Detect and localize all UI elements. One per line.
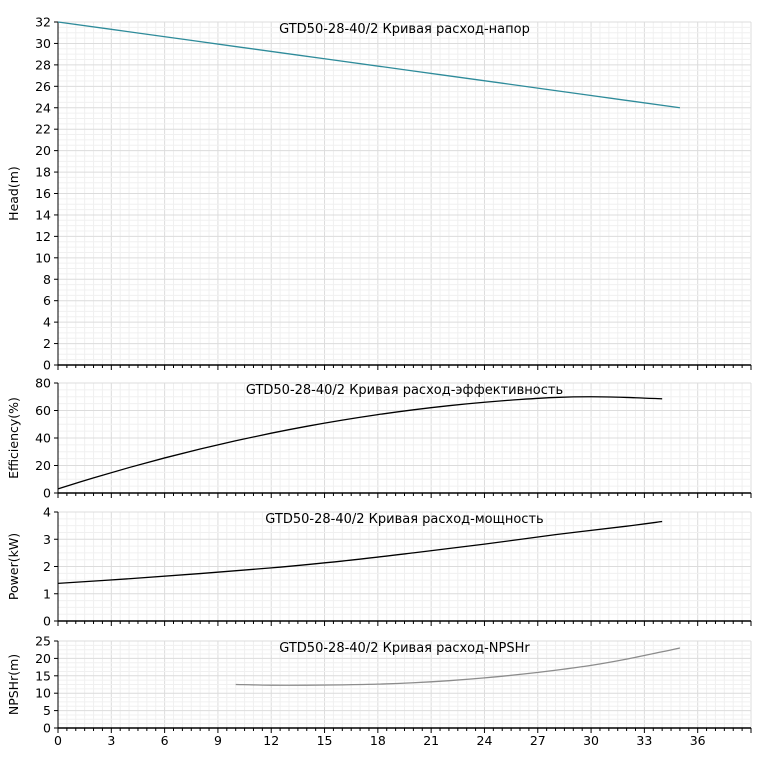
x-tick-label: 12 [263,733,279,748]
y-tick-label: 60 [35,403,51,418]
x-tick-label: 18 [370,733,386,748]
x-tick-label: 0 [54,733,62,748]
y-tick-label: 10 [35,686,51,701]
y-tick-label: 4 [43,505,51,520]
x-tick-label: 24 [477,733,493,748]
y-tick-label: 0 [43,614,51,629]
x-tick-label: 27 [530,733,546,748]
y-tick-label: 0 [43,486,51,501]
x-tick-label: 3 [107,733,115,748]
y-tick-label: 20 [35,458,51,473]
chart-title: GTD50-28-40/2 Кривая расход-мощность [265,512,543,527]
x-tick-label: 6 [161,733,169,748]
y-axis-title: NPSHr(m) [6,654,21,715]
y-tick-label: 24 [35,100,51,115]
chart-title: GTD50-28-40/2 Кривая расход-эффективност… [246,383,563,398]
y-tick-label: 8 [43,272,51,287]
y-tick-label: 2 [43,559,51,574]
x-tick-label: 21 [423,733,439,748]
y-axis-title: Efficiency(%) [6,397,21,479]
y-tick-label: 1 [43,586,51,601]
power-series-line [57,520,663,585]
y-tick-label: 6 [43,293,51,308]
y-tick-label: 0 [43,721,51,736]
y-tick-label: 30 [35,36,51,51]
x-tick-label: 36 [690,733,706,748]
y-tick-label: 5 [43,703,51,718]
y-tick-label: 16 [35,186,51,201]
y-tick-label: 22 [35,122,51,137]
y-tick-label: 4 [43,315,51,330]
y-tick-label: 80 [35,376,51,391]
power-panel: 0 1 2 3 4 Power(kW) GTD50-28-40/2 Кривая расхо… [6,505,752,629]
y-tick-label: 0 [43,358,51,373]
y-tick-label: 3 [43,532,51,547]
y-tick-label: 28 [35,57,51,72]
y-tick-label: 20 [35,651,51,666]
x-tick-label: 15 [317,733,333,748]
y-tick-label: 32 [35,15,51,30]
y-tick-label: 14 [35,207,51,222]
y-tick-label: 40 [35,431,51,446]
y-axis-title: Head(m) [6,166,21,221]
chart-title: GTD50-28-40/2 Кривая расход-напор [279,22,530,37]
y-tick-label: 15 [35,668,51,683]
head-series-line [57,21,681,109]
efficiency-series-line [57,396,663,490]
x-tick-label: 33 [636,733,652,748]
npshr-series-line [235,647,681,686]
x-tick-label: 30 [583,733,599,748]
y-tick-label: 20 [35,143,51,158]
y-tick-label: 10 [35,250,51,265]
y-tick-label: 18 [35,165,51,180]
y-tick-label: 12 [35,229,51,244]
head-panel: 02468101214161820222426283032Head(m)GTD5… [6,15,752,373]
y-tick-label: 25 [35,634,51,649]
efficiency-panel: 0 20 40 60 80 Efficiency(%) GTD50-28-40/2 Крив… [6,376,752,501]
y-tick-label: 26 [35,79,51,94]
y-tick-label: 2 [43,336,51,351]
chart-title: GTD50-28-40/2 Кривая расход-NPSHr [279,641,530,656]
x-tick-label: 9 [214,733,222,748]
y-axis-title: Power(kW) [6,533,21,600]
